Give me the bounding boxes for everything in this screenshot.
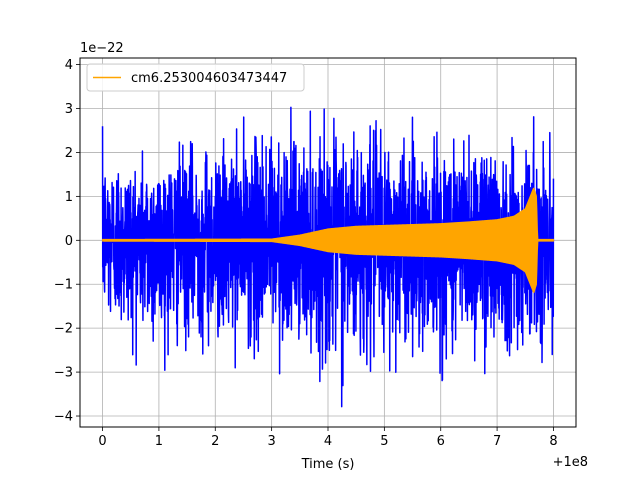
x-tick-label: 6 <box>437 434 445 449</box>
legend-box <box>86 63 305 92</box>
series-layer <box>101 106 555 408</box>
x-axis-label: Time (s) <box>301 457 355 472</box>
y-scale-label: 1e−22 <box>80 41 124 56</box>
y-tick-label: −4 <box>54 410 73 425</box>
y-tick-label: 3 <box>65 102 73 117</box>
x-tick-label: 4 <box>324 434 332 449</box>
y-tick-label: 0 <box>65 234 73 249</box>
x-tick-label: 3 <box>267 434 275 449</box>
x-tick-label: 7 <box>493 434 501 449</box>
chirp-series-line <box>102 187 554 294</box>
y-tick-label: 2 <box>65 146 73 161</box>
x-axis: 0 1 2 3 4 5 6 7 8 <box>98 427 558 449</box>
y-tick-label: −3 <box>54 366 73 381</box>
y-axis: −4 −3 −2 −1 0 1 2 3 4 <box>54 58 80 425</box>
x-tick-label: 1 <box>155 434 163 449</box>
x-tick-label: 0 <box>98 434 106 449</box>
y-tick-label: 4 <box>65 58 73 73</box>
legend: cm6.253004603473447 <box>86 63 305 92</box>
legend-label: cm6.253004603473447 <box>131 71 287 86</box>
y-tick-label: 1 <box>65 190 73 205</box>
x-tick-label: 5 <box>380 434 388 449</box>
y-tick-label: −1 <box>54 278 73 293</box>
y-tick-label: −2 <box>54 322 73 337</box>
x-tick-label: 2 <box>211 434 219 449</box>
x-offset-label: +1e8 <box>553 455 588 470</box>
x-tick-label: 8 <box>549 434 557 449</box>
